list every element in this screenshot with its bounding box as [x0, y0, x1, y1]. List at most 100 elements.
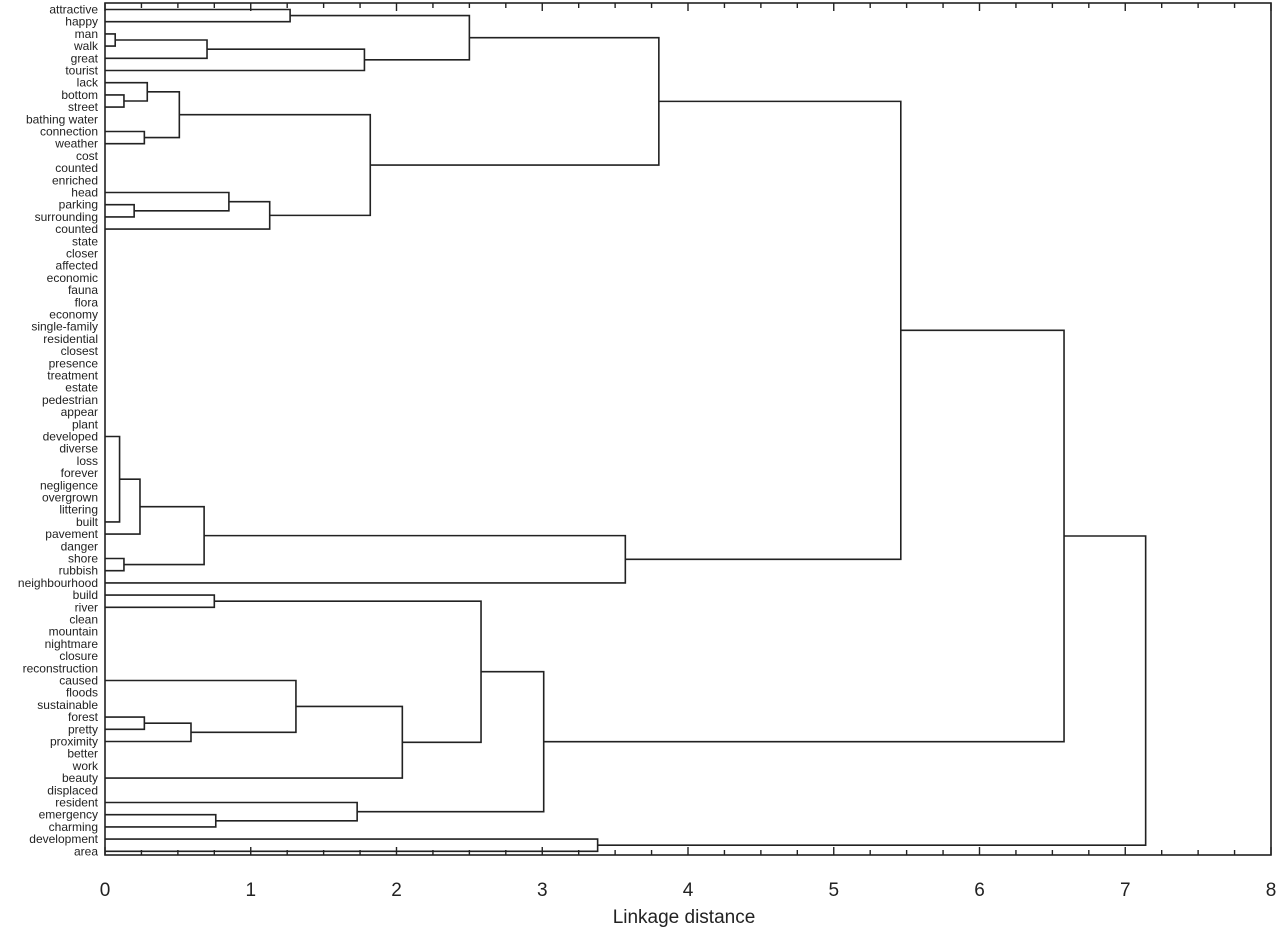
leaf-label: better	[67, 747, 98, 761]
leaf-label: appear	[61, 405, 98, 419]
leaf-label: neighbourhood	[18, 576, 98, 590]
leaf-label: built	[76, 515, 99, 529]
x-tick-label: 7	[1120, 880, 1131, 901]
leaf-label: cost	[76, 149, 99, 163]
dendrogram-link	[123, 505, 205, 566]
dendrogram-link	[105, 557, 125, 572]
x-tick-label: 3	[537, 880, 548, 901]
leaf-label: proximity	[50, 735, 98, 749]
leaf-label: caused	[59, 674, 98, 688]
leaf-label: forest	[68, 710, 99, 724]
leaf-label: river	[75, 600, 98, 614]
x-axis-tick-labels: 0 1 2 3 4 5 6 7 8	[100, 880, 1277, 901]
leaf-label: economic	[47, 271, 98, 285]
dendrogram-link	[105, 435, 121, 523]
leaf-label: enriched	[52, 173, 98, 187]
leaf-label: loss	[77, 454, 98, 468]
leaf-label: area	[74, 844, 98, 858]
leaf-label: walk	[73, 39, 99, 53]
dendrogram-link	[105, 130, 146, 145]
leaf-label: parking	[59, 198, 98, 212]
dendrogram-link	[105, 801, 358, 822]
leaf-label: pedestrian	[42, 393, 98, 407]
x-tick-label: 4	[683, 880, 694, 901]
dendrogram-link	[597, 535, 1147, 846]
dendrogram-link	[105, 534, 627, 584]
dendrogram-link	[105, 33, 117, 47]
leaf-label: plant	[72, 417, 99, 431]
leaf-label: great	[71, 51, 99, 65]
leaf-label: sustainable	[37, 698, 98, 712]
leaf-label: attractive	[49, 3, 98, 17]
dendrogram-link	[105, 722, 192, 743]
dendrogram-links	[105, 8, 1147, 853]
dendrogram-link	[370, 36, 660, 166]
dendrogram-link	[105, 813, 217, 828]
x-tick-label: 8	[1266, 880, 1277, 901]
dendrogram-link	[105, 94, 125, 108]
leaf-label: residential	[43, 332, 98, 346]
leaf-label: estate	[65, 381, 98, 395]
leaf-label: lack	[77, 76, 99, 90]
leaf-label: happy	[65, 15, 98, 29]
dendrogram-link	[105, 716, 146, 731]
dendrogram-link	[105, 200, 271, 230]
leaf-label: bathing water	[26, 112, 98, 126]
leaf-label: floods	[66, 686, 98, 700]
x-tick-label: 0	[100, 880, 111, 901]
leaf-label: closer	[66, 247, 98, 261]
dendrogram-link	[144, 91, 181, 139]
leaf-label: mountain	[49, 625, 98, 639]
dendrogram-link	[105, 478, 141, 535]
leaf-label: single-family	[31, 320, 98, 334]
leaf-label: flora	[75, 295, 99, 309]
leaf-label: man	[75, 27, 98, 41]
dendrogram-link	[105, 203, 135, 218]
leaf-label: build	[73, 588, 98, 602]
leaf-label: clean	[69, 613, 98, 627]
leaf-label: littering	[59, 503, 98, 517]
leaf-label: head	[71, 186, 98, 200]
leaf-label: fauna	[68, 283, 98, 297]
leaf-label: counted	[55, 222, 98, 236]
leaf-label: state	[72, 234, 98, 248]
leaf-label: charming	[49, 820, 98, 834]
leaf-label: closest	[61, 344, 99, 358]
dendrogram-link	[105, 39, 208, 60]
leaf-label: emergency	[39, 808, 98, 822]
leaf-label: tourist	[65, 64, 98, 78]
leaf-label: resident	[55, 796, 98, 810]
leaf-label: danger	[61, 539, 98, 553]
dendrogram-link	[105, 191, 230, 212]
dendrogram-link	[105, 679, 297, 734]
dendrogram-link	[105, 8, 291, 23]
dendrogram-link	[179, 113, 372, 217]
plot-frame	[104, 2, 1272, 856]
leaf-label: counted	[55, 161, 98, 175]
leaf-label: displaced	[47, 783, 98, 797]
x-axis-ticks	[104, 3, 1272, 855]
leaf-labels: attractivehappymanwalkgreattouristlackbo…	[18, 3, 99, 859]
leaf-label: forever	[61, 466, 98, 480]
leaf-label: presence	[49, 356, 99, 370]
x-tick-label: 5	[828, 880, 839, 901]
leaf-label: development	[29, 832, 98, 846]
x-tick-label: 6	[974, 880, 985, 901]
leaf-label: pavement	[45, 527, 98, 541]
dendrogram-link	[625, 100, 902, 561]
dendrogram-link	[105, 81, 149, 102]
leaf-label: beauty	[62, 771, 98, 785]
dendrogram-link	[105, 838, 599, 853]
x-axis-title: Linkage distance	[613, 907, 756, 928]
leaf-label: negligence	[40, 478, 98, 492]
leaf-label: affected	[56, 259, 98, 273]
dendrogram-link	[105, 48, 366, 72]
x-tick-label: 2	[391, 880, 402, 901]
leaf-label: connection	[40, 125, 98, 139]
leaf-label: developed	[43, 430, 98, 444]
leaf-label: treatment	[47, 369, 98, 383]
leaf-label: weather	[54, 137, 98, 151]
leaf-label: shore	[68, 552, 98, 566]
leaf-label: bottom	[61, 88, 98, 102]
